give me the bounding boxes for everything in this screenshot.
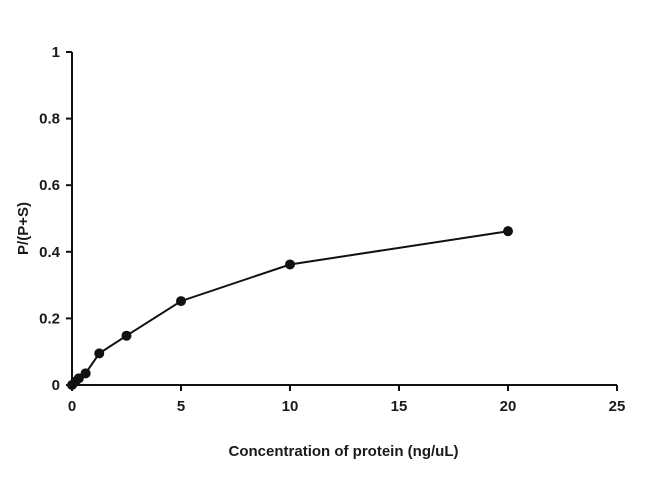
y-tick-label: 0.4: [39, 244, 61, 261]
y-tick-label: 1: [52, 44, 60, 61]
data-point: [503, 226, 513, 237]
y-tick-label: 0.2: [39, 310, 60, 327]
data-point: [121, 330, 132, 341]
data-point: [80, 368, 91, 379]
y-ticks: 0 0.2 0.4 0.6 0.8 1: [39, 44, 72, 394]
y-tick-label: 0: [52, 377, 60, 394]
data-point: [94, 348, 105, 359]
data-point: [176, 296, 186, 307]
x-axis-title: Concentration of protein (ng/uL): [229, 443, 459, 460]
series-layer: [67, 226, 513, 390]
x-tick-label: 5: [177, 398, 185, 415]
x-tick-label: 10: [282, 398, 299, 415]
x-tick-label: 15: [391, 398, 408, 415]
y-tick-label: 0.6: [39, 177, 60, 194]
axes: [71, 52, 617, 386]
x-tick-label: 20: [500, 398, 517, 415]
x-ticks: 0 5 10 15 20 25: [68, 385, 626, 415]
x-tick-label: 25: [609, 398, 626, 415]
y-axis-title: P/(P+S): [15, 202, 32, 255]
y-tick-label: 0.8: [39, 111, 60, 128]
data-point: [285, 259, 295, 270]
series-line: [71, 230, 509, 386]
x-tick-label: 0: [68, 398, 76, 415]
